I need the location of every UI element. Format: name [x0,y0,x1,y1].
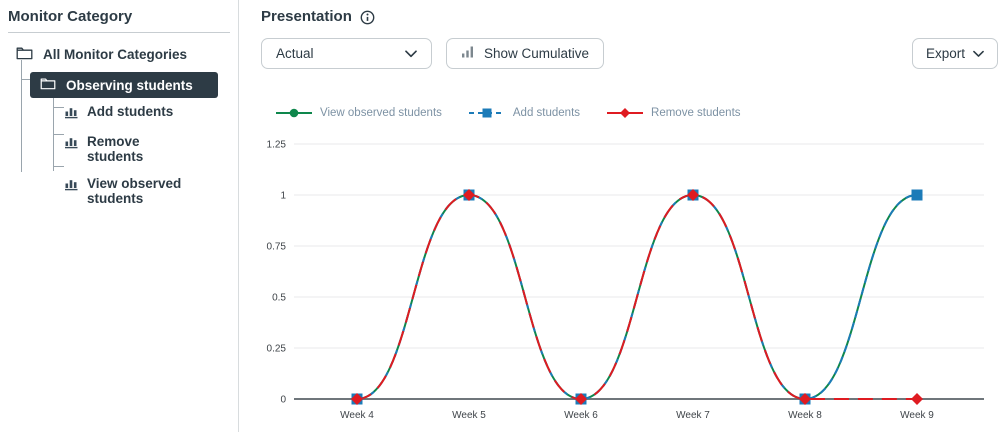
legend-label: View observed students [320,106,442,119]
bar-chart-icon [64,105,78,122]
y-tick-label: 0 [280,395,286,406]
legend-item-add-students[interactable]: Add students [468,106,581,119]
presentation-panel: Presentation Actual Show Cumulative Expo… [239,0,999,432]
tree-connector-line [53,93,54,171]
chevron-down-icon [973,46,984,61]
diamond-marker-remove-students[interactable] [911,393,923,405]
chevron-down-icon [405,46,417,61]
chart-controls: Actual Show Cumulative Export [261,38,998,69]
tree-item-label: All Monitor Categories [43,47,188,62]
diamond-marker-remove-students[interactable] [575,393,587,405]
legend-item-remove-students[interactable]: Remove students [607,107,741,119]
tree-connector-line [21,60,22,172]
tree-item-label: Remove students [87,134,144,164]
y-tick-label: 1.25 [267,140,287,151]
info-icon[interactable] [360,10,375,25]
x-tick-label: Week 4 [340,410,374,421]
x-tick-label: Week 6 [564,410,598,421]
tree-item-remove-students[interactable]: Remove students [64,128,238,170]
export-button[interactable]: Export [911,38,998,69]
tree-item-label: Observing students [66,77,193,93]
line-chart: 0 0.25 0.5 0.75 1 1.25 Week 4 Week 5 Week 6 Week … [267,140,984,421]
tree-item-add-students[interactable]: Add students [64,98,238,128]
presentation-select-value: Actual [276,46,314,61]
x-tick-label: Week 5 [452,410,486,421]
x-tick-label: Week 9 [900,410,934,421]
diamond-marker-remove-students[interactable] [351,393,363,405]
tree-connector-tick [53,107,64,108]
monitor-category-sidebar: Monitor Category All Monitor Categories … [0,0,239,432]
sidebar-title: Monitor Category [8,8,133,25]
legend-label: Add students [512,106,581,119]
tree-item-label: View observed students [87,176,182,206]
legend-label: Remove students [651,106,741,119]
diamond-marker-remove-students[interactable] [687,189,699,201]
page-title: Presentation [261,8,352,25]
tree-connector-tick [53,134,64,135]
circle-legend-swatch [276,108,312,117]
diamond-marker-remove-students[interactable] [463,189,475,201]
diamond-marker-remove-students[interactable] [799,393,811,405]
x-tick-label: Week 7 [676,410,710,421]
tree-connector-tick [21,79,30,80]
presentation-select[interactable]: Actual [261,38,432,69]
bar-chart-icon [64,135,78,152]
y-tick-label: 1 [280,191,286,202]
x-tick-label: Week 8 [788,410,822,421]
cumulative-bars-icon [461,45,475,62]
y-tick-label: 0.75 [267,242,287,253]
legend-item-view-observed-students[interactable]: View observed students [276,107,442,119]
diamond-legend-swatch [607,107,644,118]
show-cumulative-button[interactable]: Show Cumulative [446,38,605,69]
presentation-header: Presentation [261,0,998,26]
tree-item-label: Add students [87,104,174,119]
square-marker-add-students[interactable] [911,189,923,201]
y-tick-label: 0.5 [272,293,286,304]
bar-chart-icon [64,177,78,194]
folder-icon [40,77,56,93]
sidebar-title-divider [8,32,230,33]
tree-item-observing-students[interactable]: Observing students [30,72,218,98]
folder-icon [16,46,33,63]
tree-item-view-observed-students[interactable]: View observed students [64,170,238,212]
show-cumulative-label: Show Cumulative [484,46,590,61]
square-legend-swatch [468,108,505,117]
export-label: Export [925,46,965,61]
y-tick-label: 0.25 [267,344,287,355]
series-path-remove-students [356,193,917,401]
chart-legend: View observed students Add students Remove… [276,105,998,120]
tree-item-all-monitor-categories[interactable]: All Monitor Categories [0,33,238,63]
tree-connector-tick [53,166,64,167]
